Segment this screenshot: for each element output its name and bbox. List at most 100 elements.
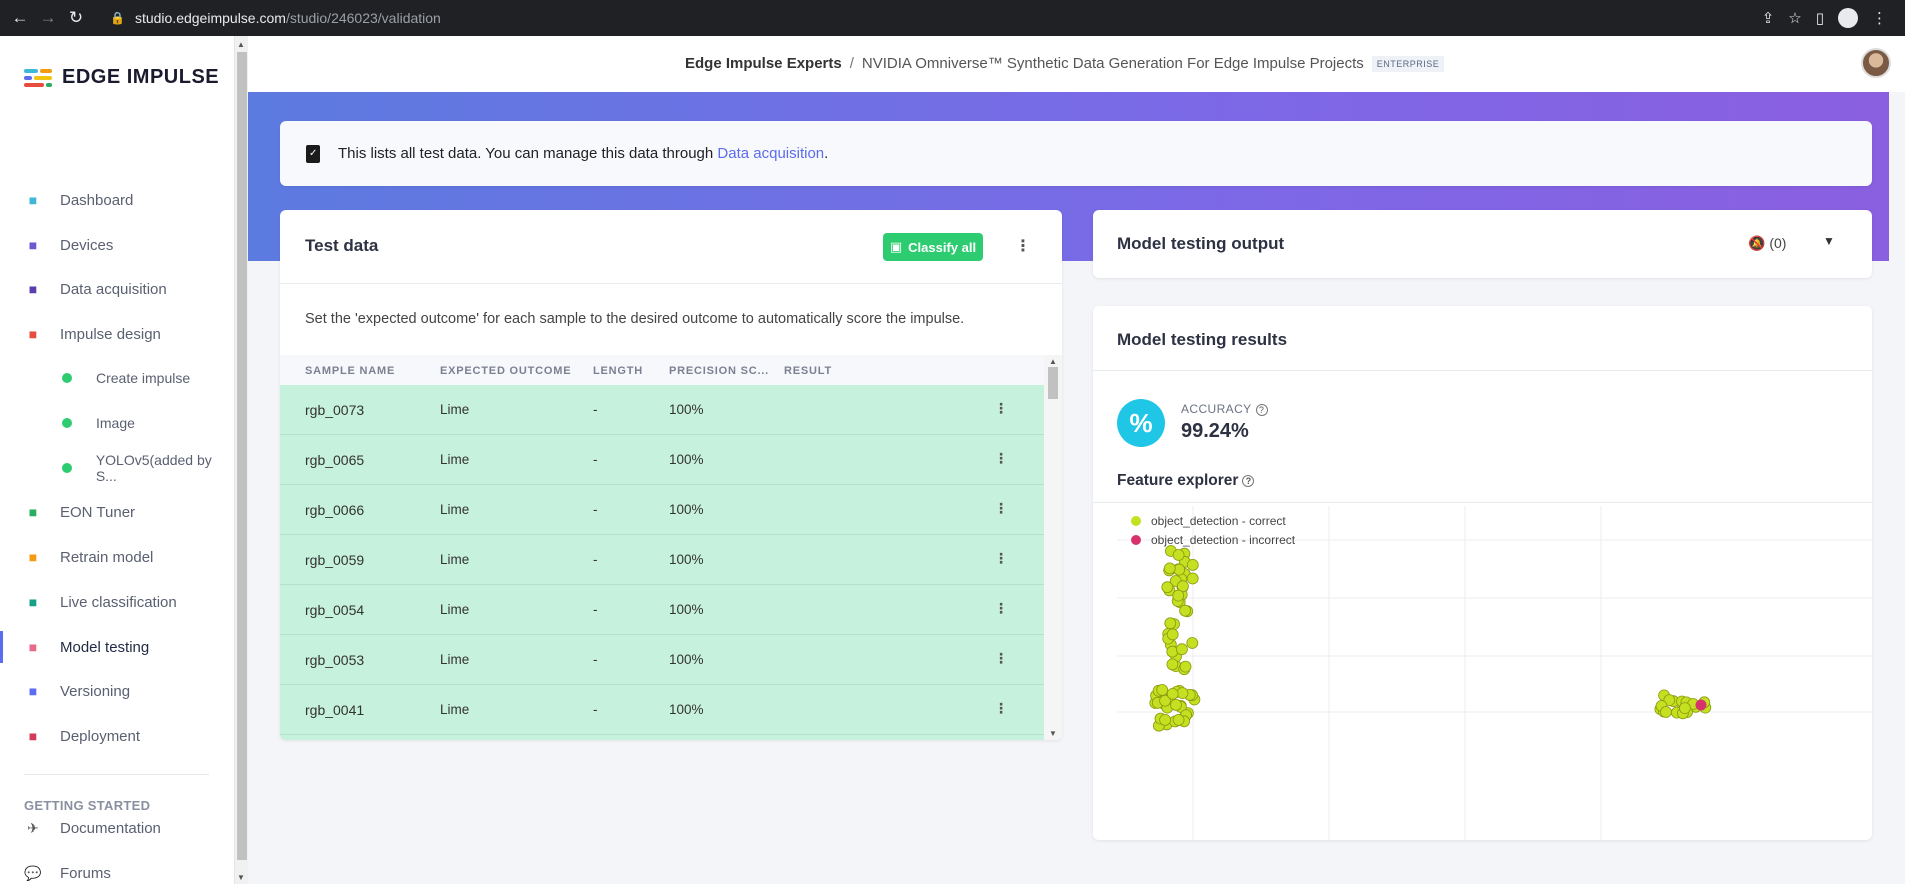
- correct-point[interactable]: [1164, 617, 1177, 630]
- sidebar-scrollbar[interactable]: ▲ ▼: [234, 36, 248, 884]
- avatar[interactable]: [1861, 48, 1891, 78]
- table-row[interactable]: rgb_0065 Lime - 100% ⋮: [280, 435, 1044, 485]
- help-icon[interactable]: ?: [1255, 403, 1268, 416]
- rocket-icon: ✈: [27, 819, 39, 836]
- sidebar-toggle-icon[interactable]: ▯: [1815, 10, 1824, 27]
- row-menu-icon[interactable]: ⋮: [994, 500, 1008, 516]
- correct-point[interactable]: [1172, 713, 1185, 726]
- correct-point[interactable]: [1166, 658, 1179, 671]
- logo-mark-icon: [24, 67, 54, 89]
- table-row[interactable]: rgb_0073 Lime - 100% ⋮: [280, 385, 1044, 435]
- length-cell: -: [593, 652, 598, 667]
- sidebar-item-devices[interactable]: ■ Devices: [0, 229, 234, 261]
- column-length[interactable]: LENGTH: [593, 365, 644, 377]
- row-menu-icon[interactable]: ⋮: [994, 450, 1008, 466]
- sidebar-item-label: Create impulse: [96, 370, 191, 386]
- row-menu-icon[interactable]: ⋮: [994, 400, 1008, 416]
- sidebar-item-data-acquisition[interactable]: ■ Data acquisition: [0, 273, 234, 305]
- row-menu-icon[interactable]: ⋮: [994, 550, 1008, 566]
- correct-point[interactable]: [1172, 549, 1185, 561]
- data-acquisition-link[interactable]: Data acquisition: [717, 145, 825, 162]
- main-content: Edge Impulse Experts / NVIDIA Omniverse™…: [248, 36, 1905, 884]
- sidebar-item-yolov5-added-by-s[interactable]: YOLOv5(added by S...: [0, 452, 234, 484]
- sample-name-cell: rgb_0054: [305, 602, 365, 618]
- reload-icon[interactable]: ↻: [68, 8, 84, 27]
- column-sample-name[interactable]: SAMPLE NAME: [305, 365, 396, 377]
- correct-point[interactable]: [1179, 660, 1192, 673]
- table-row[interactable]: rgb_0041 Lime - 100% ⋮: [280, 685, 1044, 735]
- star-icon[interactable]: ☆: [1788, 10, 1802, 27]
- table-row[interactable]: rgb_0053 Lime - 100% ⋮: [280, 635, 1044, 685]
- row-menu-icon[interactable]: ⋮: [994, 700, 1008, 716]
- more-icon[interactable]: ⋮: [1872, 10, 1887, 27]
- sidebar-item-deployment[interactable]: ■ Deployment: [0, 720, 234, 752]
- table-row[interactable]: rgb_0054 Lime - 100% ⋮: [280, 585, 1044, 635]
- column-precision[interactable]: PRECISION SC...: [669, 365, 770, 377]
- sidebar-item-dashboard[interactable]: ■ Dashboard: [0, 184, 234, 216]
- clipboard-check-icon: [306, 144, 320, 163]
- help-icon[interactable]: ?: [1242, 474, 1255, 487]
- row-menu-icon[interactable]: ⋮: [994, 600, 1008, 616]
- compass-icon: ■: [28, 504, 38, 520]
- table-row[interactable]: rgb_0038Lime-100%⋮: [280, 735, 1044, 740]
- table-row[interactable]: rgb_0066 Lime - 100% ⋮: [280, 485, 1044, 535]
- row-menu-icon[interactable]: ⋮: [994, 650, 1008, 666]
- correct-point[interactable]: [1156, 684, 1169, 696]
- page-scrollbar[interactable]: [1889, 92, 1905, 884]
- table-scrollbar[interactable]: ▲ ▼: [1044, 355, 1062, 740]
- sidebar-item-create-impulse[interactable]: Create impulse: [0, 362, 234, 394]
- correct-point[interactable]: [1170, 698, 1182, 711]
- correct-point[interactable]: [1161, 581, 1174, 594]
- sidebar-item-label: Devices: [60, 236, 114, 254]
- correct-point[interactable]: [1186, 559, 1199, 571]
- chevron-down-icon[interactable]: ▼: [1823, 234, 1835, 248]
- correct-point[interactable]: [1176, 687, 1189, 700]
- correct-point[interactable]: [1166, 687, 1179, 700]
- classify-all-button[interactable]: ▣ Classify all: [883, 233, 983, 261]
- sidebar-item-retrain-model[interactable]: ■ Retrain model: [0, 541, 234, 573]
- correct-point[interactable]: [1679, 702, 1691, 715]
- correct-point[interactable]: [1166, 645, 1179, 658]
- correct-point[interactable]: [1166, 628, 1179, 641]
- legend-item-incorrect[interactable]: object_detection - incorrect: [1131, 533, 1295, 547]
- correct-point[interactable]: [1663, 694, 1676, 707]
- sidebar-item-eon-tuner[interactable]: ■ EON Tuner: [0, 496, 234, 528]
- sidebar-item-live-classification[interactable]: ■ Live classification: [0, 586, 234, 618]
- correct-point[interactable]: [1159, 694, 1171, 707]
- correct-point[interactable]: [1186, 572, 1199, 585]
- logo[interactable]: EDGE IMPULSE: [24, 66, 219, 89]
- column-result[interactable]: RESULT: [784, 365, 832, 377]
- sidebar-item-documentation[interactable]: ✈ Documentation: [0, 812, 234, 844]
- legend-item-correct[interactable]: object_detection - correct: [1131, 514, 1295, 528]
- breadcrumb-org[interactable]: Edge Impulse Experts: [685, 55, 842, 72]
- sidebar-item-model-testing[interactable]: ■ Model testing: [0, 631, 234, 663]
- correct-point[interactable]: [1660, 706, 1672, 718]
- column-expected-outcome[interactable]: EXPECTED OUTCOME: [440, 365, 572, 377]
- precision-cell: 100%: [669, 702, 704, 717]
- incorrect-point[interactable]: [1695, 699, 1707, 711]
- correct-point[interactable]: [1163, 562, 1176, 575]
- forward-icon[interactable]: →: [39, 8, 57, 27]
- correct-point[interactable]: [1176, 643, 1188, 656]
- correct-point[interactable]: [1159, 713, 1171, 726]
- scatter-plot[interactable]: [1117, 506, 1872, 840]
- share-icon[interactable]: ⇪: [1761, 10, 1775, 27]
- sidebar-item-versioning[interactable]: ■ Versioning: [0, 675, 234, 707]
- correct-point[interactable]: [1172, 589, 1185, 602]
- feature-explorer-plot[interactable]: object_detection - correct object_detect…: [1117, 506, 1872, 840]
- sidebar-item-impulse-design[interactable]: ■ Impulse design: [0, 318, 234, 350]
- branch-icon: ■: [28, 683, 38, 699]
- sidebar-item-label: Documentation: [60, 819, 161, 837]
- sidebar-item-forums[interactable]: 💬 Forums: [0, 857, 234, 884]
- back-icon[interactable]: ←: [11, 8, 29, 27]
- address-bar[interactable]: 🔒 studio.edgeimpulse.com/studio/246023/v…: [110, 4, 1800, 32]
- correct-point[interactable]: [1186, 637, 1199, 649]
- notifications-toggle[interactable]: 🔕 (0): [1748, 235, 1787, 251]
- profile-icon[interactable]: [1838, 8, 1858, 28]
- correct-point[interactable]: [1177, 580, 1189, 593]
- breadcrumb-project[interactable]: NVIDIA Omniverse™ Synthetic Data Generat…: [861, 55, 1364, 72]
- sidebar-item-image[interactable]: Image: [0, 407, 234, 439]
- test-data-menu-icon[interactable]: ⋮: [1015, 238, 1031, 255]
- table-row[interactable]: rgb_0059 Lime - 100% ⋮: [280, 535, 1044, 585]
- correct-point[interactable]: [1179, 604, 1191, 617]
